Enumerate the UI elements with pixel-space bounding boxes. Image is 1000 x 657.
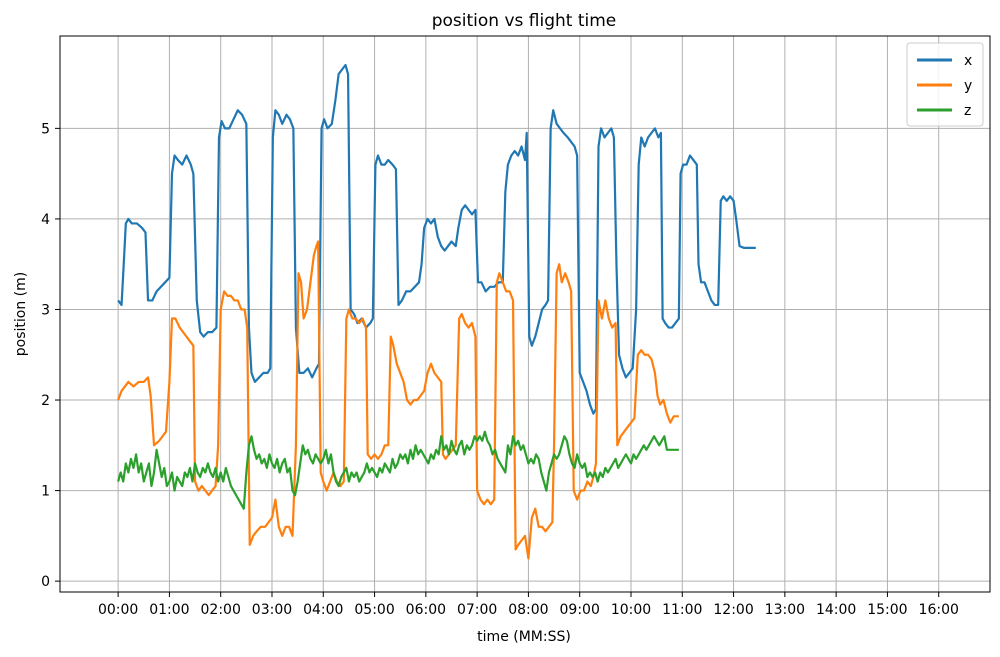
x-tick-label: 02:00 (201, 602, 241, 618)
y-tick-label: 5 (41, 121, 50, 137)
y-tick-label: 3 (41, 302, 50, 318)
y-axis-ticks: 0 1 2 3 4 5 (41, 121, 60, 590)
y-tick-label: 4 (41, 212, 50, 228)
x-tick-label: 14:00 (816, 602, 856, 618)
y-tick-label: 0 (41, 574, 50, 590)
legend-label-z: z (964, 103, 971, 119)
series-layer (117, 63, 756, 560)
x-tick-label: 10:00 (611, 602, 651, 618)
plot-frame (59, 35, 991, 593)
x-tick-label: 11:00 (662, 602, 702, 618)
y-tick-label: 2 (41, 393, 50, 409)
x-tick-label: 05:00 (354, 602, 394, 618)
x-axis-ticks: 00:00 01:00 02:00 03:00 04:00 05:00 06:00 07:00… (98, 592, 959, 618)
series-line-z (117, 430, 679, 510)
x-tick-label: 01:00 (149, 602, 189, 618)
x-tick-label: 13:00 (765, 602, 805, 618)
x-tick-label: 07:00 (457, 602, 497, 618)
x-tick-label: 00:00 (98, 602, 138, 618)
legend: xyz (906, 42, 984, 127)
x-tick-label: 04:00 (303, 602, 343, 618)
grid-lines (60, 36, 990, 592)
x-axis-label: time (MM:SS) (477, 629, 571, 645)
y-tick-label: 1 (41, 484, 50, 500)
legend-label-x: x (964, 53, 972, 69)
x-tick-label: 12:00 (713, 602, 753, 618)
series-line-x (117, 63, 756, 415)
chart-title: position vs flight time (432, 11, 617, 31)
x-tick-label: 06:00 (406, 602, 446, 618)
x-tick-label: 09:00 (560, 602, 600, 618)
legend-label-y: y (964, 78, 972, 94)
y-axis-label: position (m) (13, 272, 29, 356)
x-tick-label: 16:00 (919, 602, 959, 618)
x-tick-label: 15:00 (867, 602, 907, 618)
x-tick-label: 03:00 (252, 602, 292, 618)
x-tick-label: 08:00 (508, 602, 548, 618)
series-line-y (117, 240, 679, 560)
